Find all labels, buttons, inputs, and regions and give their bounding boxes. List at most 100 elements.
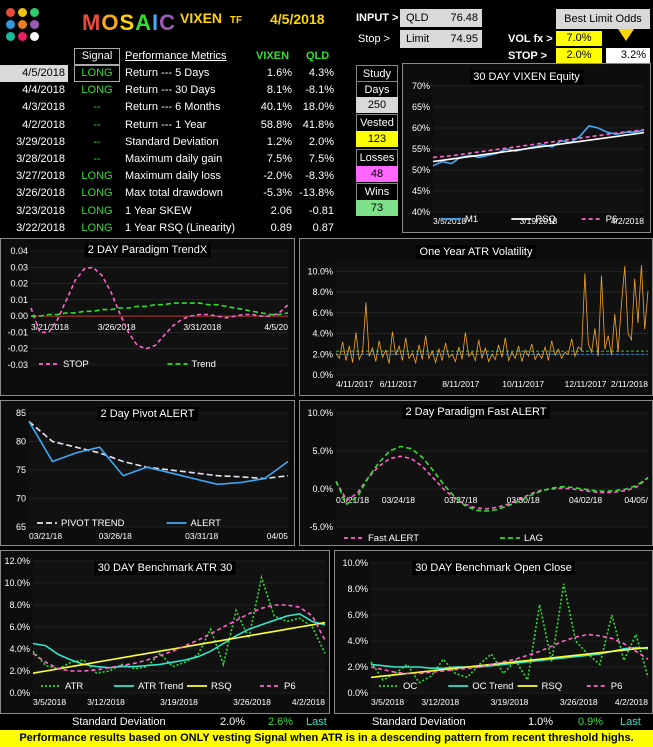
input-field[interactable]: QLD 76.48: [400, 9, 482, 27]
x-tick-label: 3/5/2018: [371, 697, 404, 707]
legend-label: RSQ: [542, 681, 563, 692]
metrics-row: 4/4/2018 LONG Return --- 30 Days 8.1% -8.1%: [0, 82, 355, 99]
logo-icon: [6, 8, 40, 42]
row-signal: LONG: [81, 204, 113, 217]
series-line: [432, 131, 645, 163]
x-tick-label: 03/27/18: [444, 495, 477, 505]
limit-field[interactable]: Limit 74.95: [400, 30, 482, 48]
series-line: [335, 455, 649, 510]
chart-title: 30 DAY Benchmark ATR 30: [98, 562, 233, 574]
metric-header: Performance Metrics: [125, 50, 227, 62]
row-metric: Return --- 1 Year: [125, 118, 207, 131]
row-vixen: -2.0%: [263, 170, 292, 183]
chart-title-bg: [97, 407, 198, 421]
brand-letter: M: [82, 10, 102, 35]
fast-alert-chart: -5.0% 0.0% 5.0% 10.0% 03/21/18 03/24/18 03/27/…: [299, 400, 653, 546]
benchmark-atr-chart: 0.0% 2.0% 4.0% 6.0% 8.0% 10.0% 12.0% 3/5/2018 3/…: [0, 550, 330, 714]
y-tick-label: 70%: [412, 81, 430, 91]
y-tick-label: 10.0%: [4, 578, 30, 588]
row-metric: Maximum daily loss: [125, 170, 221, 183]
series-line: [30, 266, 289, 350]
row-qld: 7.5%: [308, 153, 334, 165]
row-qld: -13.8%: [299, 187, 334, 200]
row-vixen: 8.1%: [266, 84, 292, 97]
series-line: [370, 633, 649, 675]
legend-label: PIVOT TREND: [61, 518, 125, 529]
equity-chart-svg: 40% 45% 50% 55% 60% 65% 70% 3/5/2018 3/19/2018 4/…: [412, 70, 645, 226]
ticker-suffix: TF: [229, 15, 243, 26]
series-line: [370, 583, 649, 684]
y-tick-label: 0.03: [10, 262, 28, 272]
limit-value: 74.95: [450, 33, 478, 45]
x-tick-label: 3/21/2018: [31, 322, 69, 332]
row-signal: --: [93, 101, 101, 114]
best-limit-odds-button[interactable]: Best Limit Odds: [556, 9, 650, 29]
row-metric: Return --- 30 Days: [125, 84, 216, 97]
series-line: [28, 420, 289, 480]
series-line: [32, 612, 326, 669]
atr-volatility-chart: 0.0% 2.0% 4.0% 6.0% 8.0% 10.0% 4/11/2017 6/11/2…: [299, 238, 653, 396]
std-right-last: Last: [620, 716, 641, 728]
metrics-row: 3/23/2018 LONG 1 Year SKEW 2.06 -0.81: [0, 203, 355, 220]
brand-letter: O: [101, 10, 120, 35]
std-right-value-2: 0.9%: [578, 716, 604, 728]
y-tick-label: 0.0%: [312, 370, 333, 380]
row-metric: Max total drawdown: [125, 187, 223, 200]
pivot-alert-chart: 65 70 75 80 85 03/21/18 03/26/18 03/31/18 04/05 2…: [0, 400, 295, 546]
x-tick-label: 12/11/2017: [565, 379, 607, 389]
metrics-row: 3/22/2018 LONG 1 Year RSQ (Linearity) 0.89 0…: [0, 220, 355, 237]
row-date: 4/5/2018: [0, 65, 68, 82]
y-tick-label: 0.0%: [347, 688, 368, 698]
metrics-table: Signal Performance Metrics VIXEN QLD 4/5…: [0, 48, 355, 238]
std-left-value-1: 2.0%: [220, 716, 246, 728]
row-metric: Maximum daily gain: [125, 153, 223, 165]
study-label: Study: [356, 65, 398, 83]
y-tick-label: 2.0%: [312, 349, 333, 359]
stop-label: Stop >: [358, 33, 391, 45]
legend-label: RSQ: [535, 214, 556, 225]
brand-letter: C: [159, 10, 177, 35]
stop-pct-result: 3.2%: [606, 48, 650, 63]
row-metric: Return --- 6 Months: [125, 101, 221, 114]
volfx-value[interactable]: 7.0%: [556, 31, 602, 46]
chart-title: 2 Day Pivot ALERT: [101, 408, 195, 420]
x-tick-label: 6/11/2017: [380, 379, 417, 389]
stop-pct-value[interactable]: 2.0%: [556, 48, 602, 63]
std-left-value-2: 2.6%: [268, 716, 294, 728]
metrics-row: 4/5/2018 LONG Return --- 5 Days 1.6% 4.3%: [0, 65, 355, 82]
losses-label: Losses: [356, 149, 398, 167]
x-tick-label: 03/24/18: [382, 495, 415, 505]
row-signal: LONG: [81, 84, 113, 97]
row-metric: 1 Year SKEW: [125, 204, 192, 217]
losses-value: 48: [356, 166, 398, 182]
y-tick-label: 40%: [412, 207, 430, 217]
series-line: [28, 421, 289, 486]
chart-title: 30 DAY Benchmark Open Close: [415, 562, 572, 574]
row-metric: 1 Year RSQ (Linearity): [125, 221, 236, 234]
metrics-row: 3/28/2018 -- Maximum daily gain 7.5% 7.5%: [0, 151, 355, 168]
plot-area: [336, 261, 648, 375]
row-date: 3/28/2018: [16, 153, 65, 165]
y-tick-label: -0.03: [7, 360, 28, 370]
x-tick-label: 3/26/2018: [560, 697, 598, 707]
series-line: [32, 621, 326, 674]
row-metric: Return --- 5 Days: [125, 67, 210, 79]
atr-chart-svg: 0.0% 2.0% 4.0% 6.0% 8.0% 10.0% 4/11/2017 6/11/2…: [307, 245, 649, 389]
row-qld: -0.81: [308, 204, 334, 217]
y-tick-label: 55%: [412, 144, 430, 154]
x-tick-label: 3/31/2018: [183, 322, 221, 332]
trendx-chart: -0.03 -0.02 -0.01 0.00 0.01 0.02 0.03 0.04 3/21/…: [0, 238, 295, 396]
y-tick-label: 85: [16, 408, 26, 418]
x-tick-label: 3/19/2018: [491, 697, 529, 707]
y-tick-label: 2.0%: [9, 666, 30, 676]
series-line: [432, 128, 645, 159]
wins-label: Wins: [356, 183, 398, 201]
y-tick-label: 10.0%: [307, 266, 333, 276]
chart-title: 2 DAY Paradigm TrendX: [88, 244, 208, 256]
y-tick-label: 10.0%: [307, 408, 333, 418]
x-tick-label: 03/30/18: [507, 495, 540, 505]
metrics-row: 3/26/2018 LONG Max total drawdown -5.3% -13.…: [0, 185, 355, 202]
metrics-row: 4/3/2018 -- Return --- 6 Months 40.1% 18.0%: [0, 99, 355, 116]
legend-label: OC Trend: [472, 681, 513, 692]
row-date: 3/22/2018: [16, 221, 65, 234]
